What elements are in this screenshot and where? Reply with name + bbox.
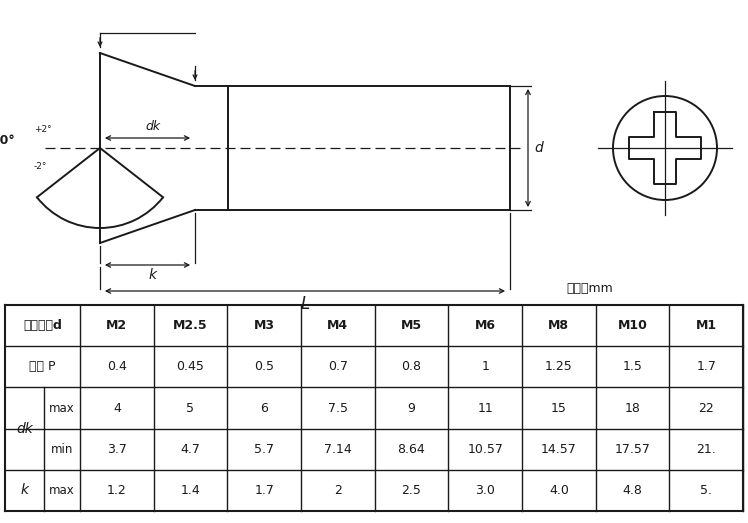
Text: 9: 9 xyxy=(408,402,415,415)
Text: 5.: 5. xyxy=(700,484,712,497)
Text: M5: M5 xyxy=(401,319,422,332)
Text: M2: M2 xyxy=(106,319,127,332)
Text: 17.57: 17.57 xyxy=(615,442,651,456)
Text: 0.8: 0.8 xyxy=(402,360,422,373)
Text: 单位：mm: 单位：mm xyxy=(567,282,613,295)
Text: 11: 11 xyxy=(477,402,493,415)
Text: 22: 22 xyxy=(699,402,714,415)
Text: +2°: +2° xyxy=(34,125,52,134)
Text: 7.14: 7.14 xyxy=(324,442,352,456)
Text: max: max xyxy=(49,402,75,415)
Text: min: min xyxy=(51,442,73,456)
Text: 21.: 21. xyxy=(696,442,716,456)
Text: M8: M8 xyxy=(548,319,569,332)
Text: M3: M3 xyxy=(254,319,275,332)
Text: -2°: -2° xyxy=(34,162,47,171)
Text: 1.7: 1.7 xyxy=(696,360,716,373)
Text: 0.7: 0.7 xyxy=(328,360,348,373)
Text: 0.45: 0.45 xyxy=(177,360,204,373)
Text: 0.4: 0.4 xyxy=(107,360,126,373)
Text: 4: 4 xyxy=(113,402,120,415)
Text: 联纹规格d: 联纹规格d xyxy=(23,319,62,332)
Text: 8.64: 8.64 xyxy=(398,442,426,456)
Text: L: L xyxy=(301,295,310,313)
Text: max: max xyxy=(49,484,75,497)
Text: 15: 15 xyxy=(551,402,567,415)
Text: 螺距 P: 螺距 P xyxy=(29,360,56,373)
Text: 4.0: 4.0 xyxy=(549,484,568,497)
Text: M6: M6 xyxy=(475,319,496,332)
Text: k: k xyxy=(20,483,28,497)
Text: 10.57: 10.57 xyxy=(468,442,503,456)
Text: 2: 2 xyxy=(334,484,342,497)
Text: 4.8: 4.8 xyxy=(622,484,643,497)
Text: k: k xyxy=(149,268,156,282)
Text: dk: dk xyxy=(16,422,33,436)
Text: 5.7: 5.7 xyxy=(254,442,275,456)
Text: 3.7: 3.7 xyxy=(107,442,126,456)
Text: 6: 6 xyxy=(260,402,268,415)
Text: 0.5: 0.5 xyxy=(254,360,275,373)
Text: M2.5: M2.5 xyxy=(174,319,208,332)
Text: 1.7: 1.7 xyxy=(254,484,274,497)
Text: 1.2: 1.2 xyxy=(107,484,126,497)
Text: 1: 1 xyxy=(481,360,489,373)
Text: 90°: 90° xyxy=(0,133,15,146)
Text: M1: M1 xyxy=(696,319,717,332)
Text: 5: 5 xyxy=(186,402,194,415)
Text: 14.57: 14.57 xyxy=(541,442,577,456)
Text: M10: M10 xyxy=(618,319,648,332)
Text: 18: 18 xyxy=(625,402,640,415)
Text: M4: M4 xyxy=(328,319,349,332)
Text: 3.0: 3.0 xyxy=(475,484,495,497)
Text: d: d xyxy=(534,141,543,155)
Text: 4.7: 4.7 xyxy=(180,442,200,456)
Text: 1.4: 1.4 xyxy=(180,484,200,497)
Text: 7.5: 7.5 xyxy=(328,402,348,415)
Text: 1.25: 1.25 xyxy=(545,360,573,373)
Text: 1.5: 1.5 xyxy=(622,360,643,373)
Text: dk: dk xyxy=(145,120,160,133)
Text: 2.5: 2.5 xyxy=(402,484,421,497)
